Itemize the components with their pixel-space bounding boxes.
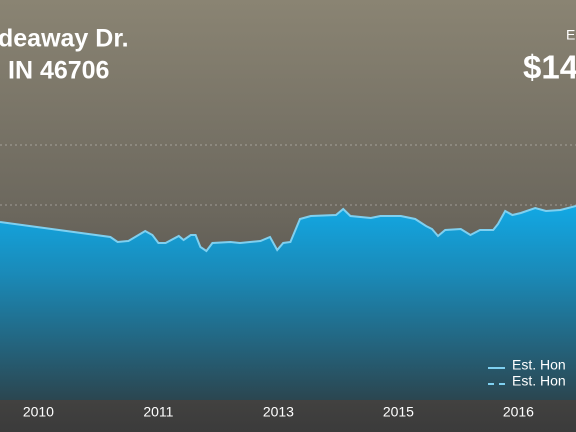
x-tick-label: 2015 xyxy=(383,404,414,420)
x-tick-label: 2010 xyxy=(23,404,54,420)
x-tick-label: 2011 xyxy=(143,404,173,420)
x-tick-label: 2016 xyxy=(503,404,534,420)
annotation: E xyxy=(566,27,575,43)
chart-title: deaway Dr. xyxy=(0,25,129,53)
legend-label: Est. Hon xyxy=(512,357,566,373)
legend-label: Est. Hon xyxy=(512,373,566,389)
chart-subtitle: IN 46706 xyxy=(8,57,109,85)
line xyxy=(0,205,576,253)
plot xyxy=(0,205,576,400)
x-tick-label: 2013 xyxy=(263,404,294,420)
area xyxy=(0,206,576,400)
annotation: $14 xyxy=(523,49,576,86)
